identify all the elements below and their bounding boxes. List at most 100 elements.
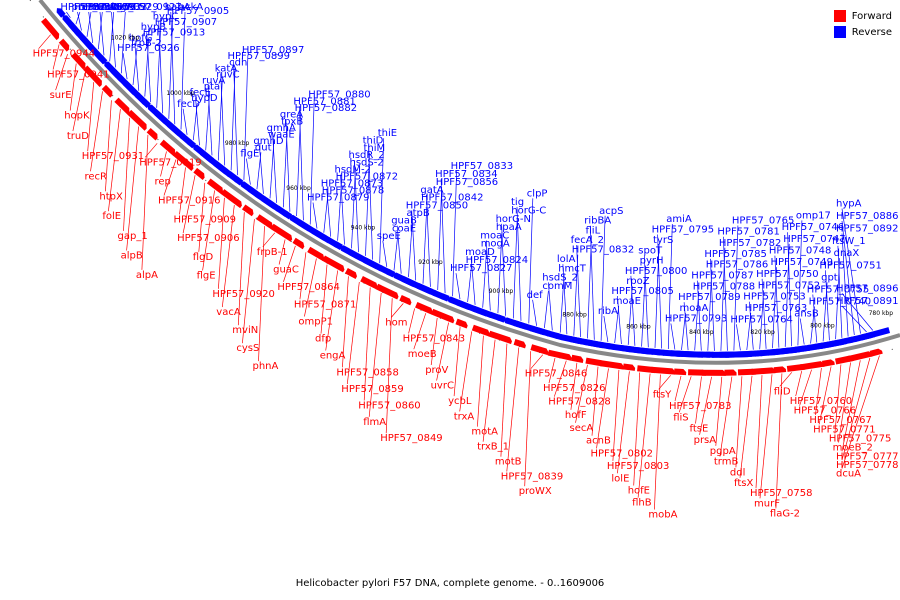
label-leader-line — [532, 299, 537, 326]
forward-gene-arrow — [530, 344, 549, 356]
forward-gene-label: flhB — [632, 498, 652, 509]
forward-gene-label: HPF57_0858 — [336, 367, 398, 378]
label-leader-line — [497, 232, 503, 314]
reverse-gene-label: fecE — [190, 87, 212, 98]
label-leader-line — [437, 186, 443, 291]
reverse-label: Reverse — [851, 26, 892, 38]
forward-gene-arrow — [430, 308, 455, 324]
label-leader-line — [735, 376, 743, 468]
label-leader-line — [379, 138, 385, 264]
forward-gene-label: HPF57_0803 — [607, 461, 669, 472]
label-leader-line — [108, 109, 121, 212]
label-leader-line — [641, 265, 646, 347]
forward-gene-label: truD — [67, 131, 89, 142]
label-leader-line — [674, 375, 682, 401]
label-leader-line — [733, 225, 739, 351]
reverse-gene-label: HPF57_0786 — [706, 260, 768, 271]
forward-gene-label: recR — [85, 171, 108, 182]
reverse-gene-label: HPF57_0793 — [665, 314, 727, 325]
reverse-gene-label: HPF57_0879 — [307, 193, 369, 204]
forward-gene-arrow — [701, 369, 726, 376]
forward-gene-arrow — [375, 283, 399, 300]
forward-gene-label: engA — [320, 351, 346, 362]
forward-gene-label: HPF57_0920 — [212, 289, 274, 300]
reverse-gene-label: HPF57_0927 — [119, 2, 181, 13]
label-leader-line — [477, 335, 484, 427]
reverse-gene-arrow — [527, 325, 550, 337]
forward-gene-label: HPF57_0802 — [591, 448, 653, 459]
label-leader-line — [90, 91, 103, 172]
forward-gene-label: HPF57_0906 — [177, 233, 239, 244]
label-leader-line — [413, 313, 427, 350]
reverse-gene-label: HPF57_0953 — [74, 2, 136, 13]
label-leader-line — [455, 273, 461, 300]
reverse-gene-label: dut — [255, 142, 272, 153]
label-leader-line — [312, 202, 318, 229]
scale-tick-label: 960 kbp — [286, 185, 311, 192]
forward-gene-label: alpB — [121, 251, 143, 262]
forward-gene-arrow — [751, 367, 776, 375]
reverse-gene-label: HPF57_0897 — [242, 45, 304, 56]
reverse-gene-label: atpB — [407, 208, 430, 219]
forward-gene-arrow — [415, 301, 433, 315]
reverse-gene-label: HPF57_0750 — [756, 269, 818, 280]
label-leader-line — [285, 119, 291, 212]
forward-gene-arrow — [360, 275, 378, 290]
label-leader-line — [834, 364, 842, 434]
reverse-gene-label: omp17 — [796, 210, 831, 221]
label-leader-line — [699, 376, 712, 435]
reverse-gene-label: coaE — [392, 223, 416, 234]
label-leader-line — [87, 82, 95, 152]
label-leader-line — [695, 376, 702, 424]
forward-gene-label: hopK — [64, 111, 90, 122]
reverse-gene-label: HPF57_0795 — [652, 225, 714, 236]
forward-gene-label: flgD — [193, 252, 214, 263]
label-leader-line — [396, 225, 402, 274]
forward-gene-arrow — [571, 354, 584, 363]
reverse-gene-label: ansB — [794, 309, 819, 320]
reverse-gene-label: HPF57_0785 — [704, 249, 766, 260]
label-leader-line — [670, 323, 676, 350]
forward-gene-label: flgE — [197, 270, 216, 281]
reverse-gene-label: ruvA — [202, 75, 225, 86]
reverse-gene-label: HPF57_0787 — [691, 271, 753, 282]
label-leader-line — [617, 371, 630, 474]
reverse-gene-label: HPF57_0896 — [836, 283, 898, 294]
legend: Forward Reverse — [833, 8, 892, 40]
reverse-gene-label: HPF57_0781 — [717, 227, 779, 238]
reverse-gene-label: HPF57_0913 — [143, 28, 205, 39]
scale-tick-label: 840 kbp — [689, 329, 714, 336]
label-leader-line — [55, 53, 68, 91]
reverse-swatch — [833, 26, 846, 38]
label-leader-line — [180, 11, 186, 130]
label-leader-line — [719, 376, 733, 457]
reverse-gene-label: gmhD — [253, 136, 283, 147]
label-leader-line — [179, 167, 186, 215]
forward-gene-arrow — [471, 324, 490, 337]
label-leader-line — [346, 281, 360, 385]
label-leader-line — [548, 358, 556, 384]
label-leader-line — [86, 11, 92, 37]
label-leader-line — [351, 167, 356, 249]
forward-gene-arrow — [547, 349, 572, 361]
reverse-gene-label: rpoZ — [626, 276, 650, 287]
forward-gene-label: motA — [471, 427, 498, 438]
label-leader-line — [337, 181, 342, 241]
reverse-gene-label: hpaA — [496, 222, 522, 233]
reverse-gene-label: fecD — [177, 99, 200, 110]
reverse-gene-label: thiE — [378, 128, 397, 139]
label-leader-line — [170, 11, 176, 125]
label-leader-line — [326, 188, 332, 237]
forward-gene-label: HPF57_0760 — [790, 396, 852, 407]
reverse-gene-label: gmhA — [267, 123, 296, 134]
reverse-gene-label: accD — [94, 2, 119, 13]
forward-gene-arrow — [773, 366, 787, 374]
forward-gene-label: HPF57_0758 — [750, 488, 812, 499]
forward-gene-arrow — [488, 330, 512, 345]
label-leader-line — [657, 234, 662, 349]
reverse-gene-label: HPF57_0747 — [783, 234, 845, 245]
reverse-gene-arrow — [385, 268, 396, 278]
label-leader-line — [596, 368, 609, 449]
label-leader-line — [426, 194, 431, 287]
label-leader-line — [258, 226, 265, 362]
